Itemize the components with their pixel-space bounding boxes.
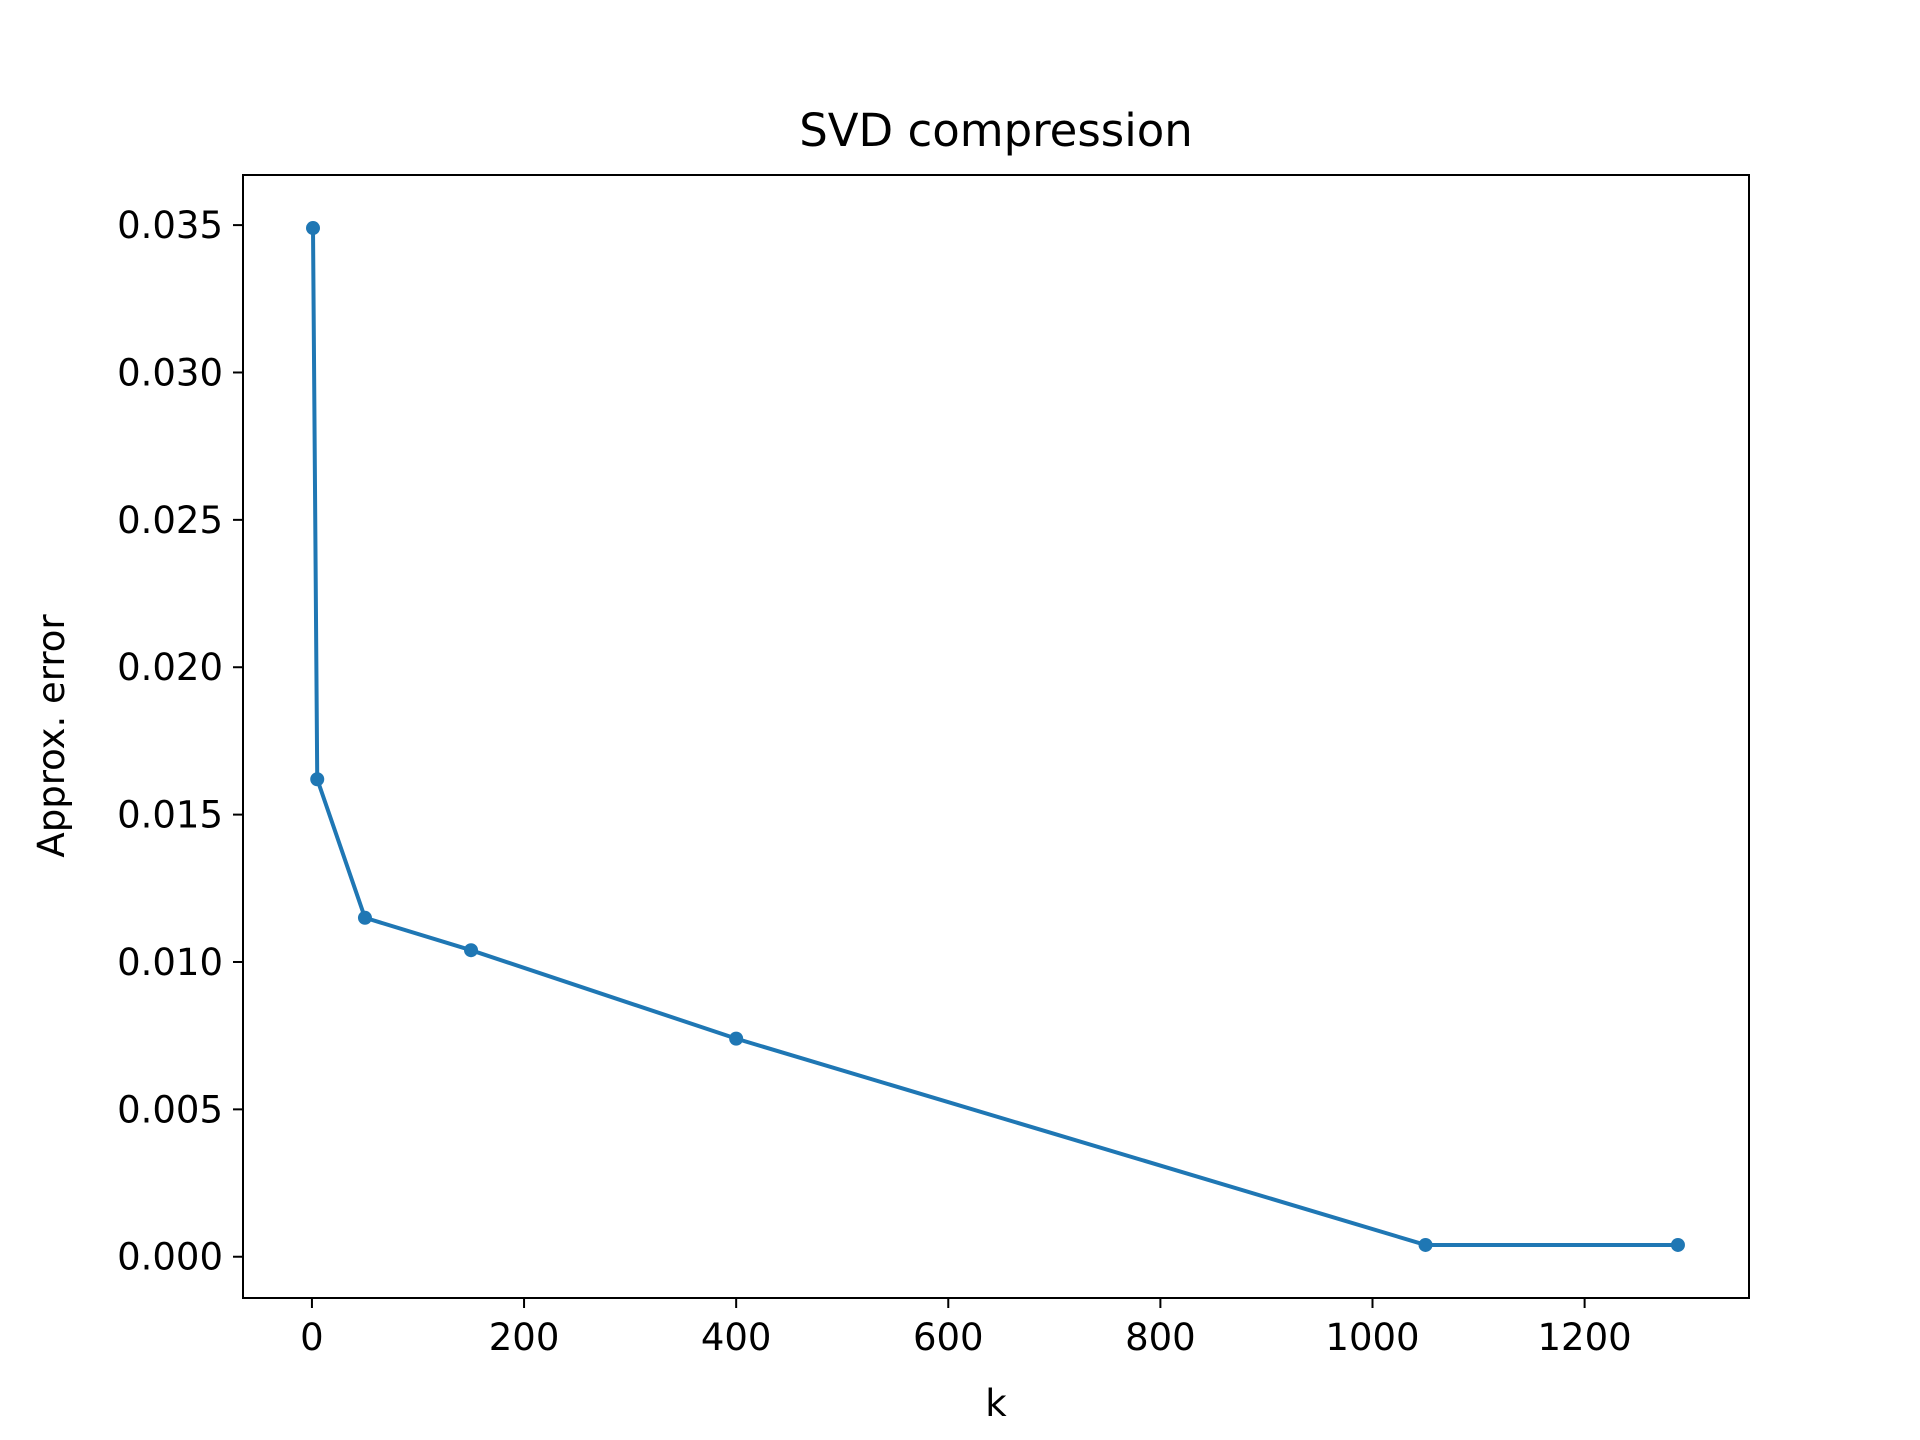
x-tick-label: 0 [300,1316,324,1359]
y-tick-label: 0.030 [117,351,223,394]
axes-frame [242,174,1750,1299]
chart-title: SVD compression [799,104,1193,157]
x-axis-label: k [985,1382,1007,1425]
x-tick-label: 400 [701,1316,772,1359]
data-point [464,943,479,958]
y-axis-label: Approx. error [30,614,73,858]
data-point [306,221,320,236]
y-tick-label: 0.025 [117,499,223,542]
x-tick-label: 200 [489,1316,560,1359]
y-tick-label: 0.020 [117,646,223,689]
x-tick-label: 600 [913,1316,984,1359]
plot-area: 0 200 400 600 800 1000 1200 0.000 0.005 0.010 0.01… [117,174,1750,1359]
data-point [1418,1237,1433,1252]
y-tick-label: 0.035 [117,204,223,247]
x-tick-label: 1200 [1538,1316,1632,1359]
data-point [1670,1237,1685,1252]
data-point [310,772,325,787]
x-tick-label: 1000 [1325,1316,1419,1359]
x-tick-label: 800 [1125,1316,1196,1359]
y-tick-label: 0.015 [117,794,223,837]
y-tick-label: 0.005 [117,1088,223,1131]
y-tick-label: 0.000 [117,1236,223,1279]
data-point [357,910,372,925]
y-tick-label: 0.010 [117,941,223,984]
data-point [729,1031,744,1046]
